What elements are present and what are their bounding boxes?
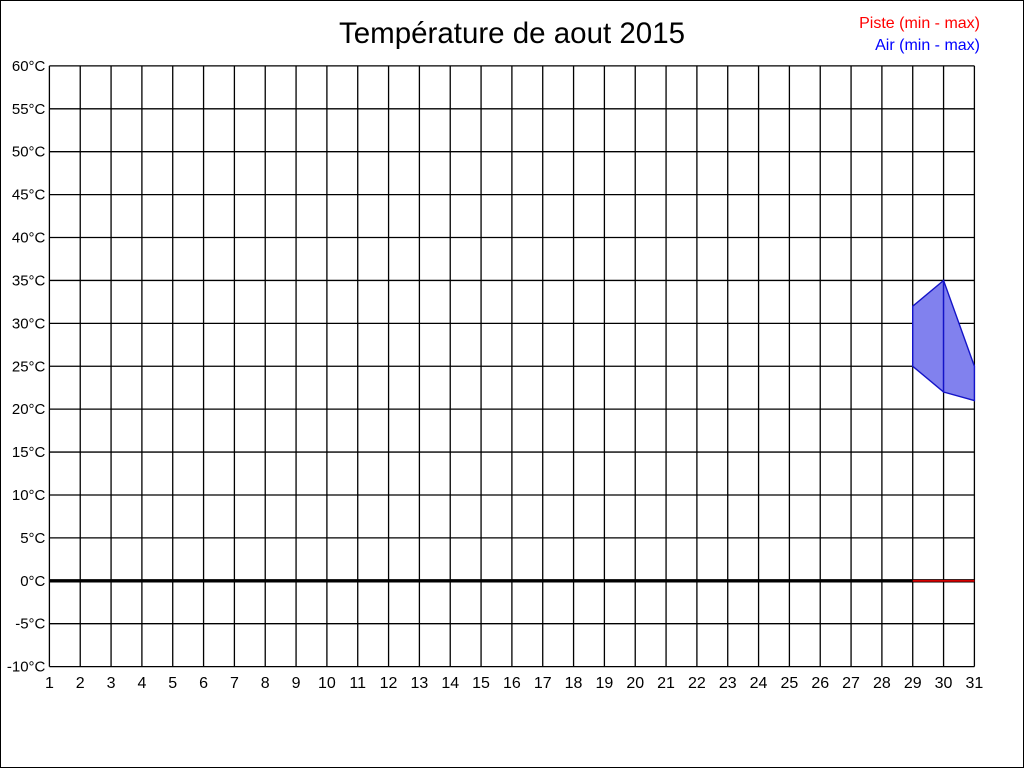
svg-text:30: 30	[935, 675, 953, 692]
svg-text:15: 15	[472, 675, 490, 692]
svg-text:-10°C: -10°C	[7, 659, 46, 676]
svg-text:40°C: 40°C	[12, 230, 46, 247]
svg-text:45°C: 45°C	[12, 187, 46, 204]
svg-text:11: 11	[349, 675, 366, 692]
svg-text:4: 4	[137, 675, 146, 692]
svg-text:55°C: 55°C	[12, 101, 46, 118]
svg-text:30°C: 30°C	[12, 315, 46, 332]
svg-text:19: 19	[596, 675, 614, 692]
svg-text:15°C: 15°C	[12, 444, 46, 461]
svg-text:50°C: 50°C	[12, 144, 46, 161]
svg-text:16: 16	[503, 675, 521, 692]
svg-text:26: 26	[811, 675, 829, 692]
svg-text:8: 8	[261, 675, 270, 692]
svg-text:21: 21	[657, 675, 675, 692]
svg-text:1: 1	[45, 675, 54, 692]
svg-text:5: 5	[168, 675, 177, 692]
svg-text:3: 3	[107, 675, 116, 692]
svg-text:60°C: 60°C	[12, 58, 46, 75]
svg-text:35°C: 35°C	[12, 272, 46, 289]
svg-text:10°C: 10°C	[12, 487, 46, 504]
svg-text:20: 20	[626, 675, 644, 692]
svg-text:14: 14	[441, 675, 459, 692]
svg-text:13: 13	[411, 675, 429, 692]
svg-text:17: 17	[534, 675, 552, 692]
svg-text:24: 24	[750, 675, 768, 692]
svg-text:18: 18	[565, 675, 583, 692]
svg-text:25: 25	[781, 675, 799, 692]
svg-text:25°C: 25°C	[12, 358, 46, 375]
svg-text:7: 7	[230, 675, 239, 692]
svg-text:12: 12	[380, 675, 398, 692]
svg-text:6: 6	[199, 675, 208, 692]
svg-text:10: 10	[318, 675, 336, 692]
svg-text:5°C: 5°C	[20, 530, 45, 547]
svg-text:0°C: 0°C	[20, 573, 45, 590]
svg-text:-5°C: -5°C	[15, 616, 45, 633]
svg-text:27: 27	[842, 675, 860, 692]
svg-text:20°C: 20°C	[12, 401, 46, 418]
svg-text:29: 29	[904, 675, 922, 692]
svg-text:22: 22	[688, 675, 706, 692]
svg-text:28: 28	[873, 675, 891, 692]
svg-text:9: 9	[292, 675, 301, 692]
svg-text:31: 31	[966, 675, 984, 692]
svg-text:23: 23	[719, 675, 737, 692]
svg-text:2: 2	[76, 675, 85, 692]
